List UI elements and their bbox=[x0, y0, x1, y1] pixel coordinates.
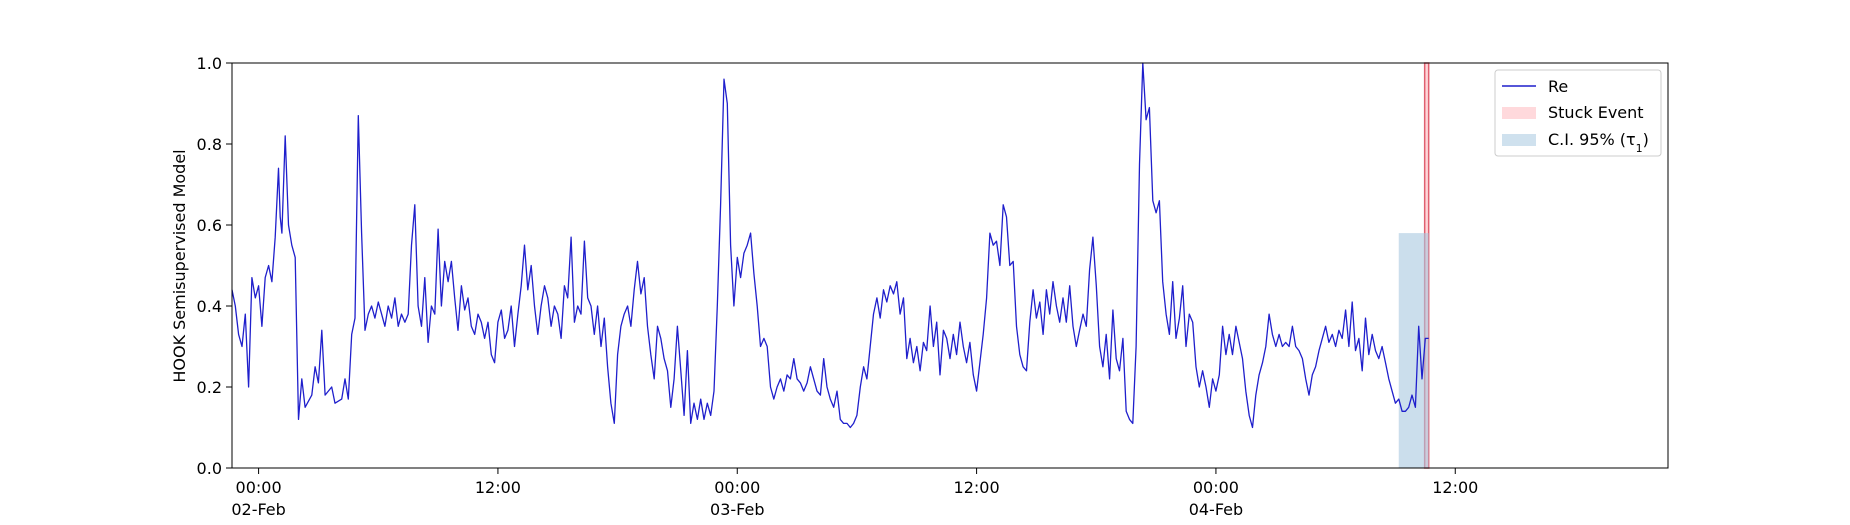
x-tick-label: 00:00 bbox=[714, 478, 760, 497]
legend-swatch-ci bbox=[1502, 134, 1536, 146]
plot-background bbox=[232, 63, 1668, 468]
y-tick-label: 0.4 bbox=[197, 297, 222, 316]
legend-label-stuck-event: Stuck Event bbox=[1548, 103, 1644, 122]
x-tick-label: 12:00 bbox=[954, 478, 1000, 497]
y-axis: 0.0 0.2 0.4 0.6 0.8 1.0 bbox=[197, 54, 232, 478]
plot-area bbox=[231, 62, 1669, 469]
series-line-re bbox=[231, 62, 1429, 429]
plot-frame bbox=[231, 62, 1669, 469]
y-tick-label: 0.8 bbox=[197, 135, 222, 154]
x-axis: 00:00 02-Feb 1900 12:00 00:00 03-Feb 12:00 00:0… bbox=[231, 468, 1478, 525]
y-tick-label: 0.6 bbox=[197, 216, 222, 235]
y-axis-label: HOOK Semisupervised Model bbox=[170, 149, 189, 382]
legend-box bbox=[1494, 69, 1662, 157]
x-tick-label: 12:00 bbox=[1432, 478, 1478, 497]
x-tick-label: 00:00 bbox=[236, 478, 282, 497]
legend-swatch-stuck-event bbox=[1502, 107, 1536, 119]
x-tick-label: 00:00 bbox=[1193, 478, 1239, 497]
y-tick-label: 0.2 bbox=[197, 378, 222, 397]
x-tick-label: 12:00 bbox=[475, 478, 521, 497]
legend-label-re: Re bbox=[1548, 77, 1568, 96]
x-tick-label: 03-Feb bbox=[710, 500, 764, 519]
x-tick-label: 04-Feb bbox=[1189, 500, 1243, 519]
x-tick-label: 1900 bbox=[238, 522, 279, 525]
y-tick-label: 0.0 bbox=[197, 459, 222, 478]
legend: Re Stuck Event C.I. 95% (τ1) bbox=[1494, 69, 1662, 157]
x-tick-label: 02-Feb bbox=[231, 500, 285, 519]
y-tick-label: 1.0 bbox=[197, 54, 222, 73]
